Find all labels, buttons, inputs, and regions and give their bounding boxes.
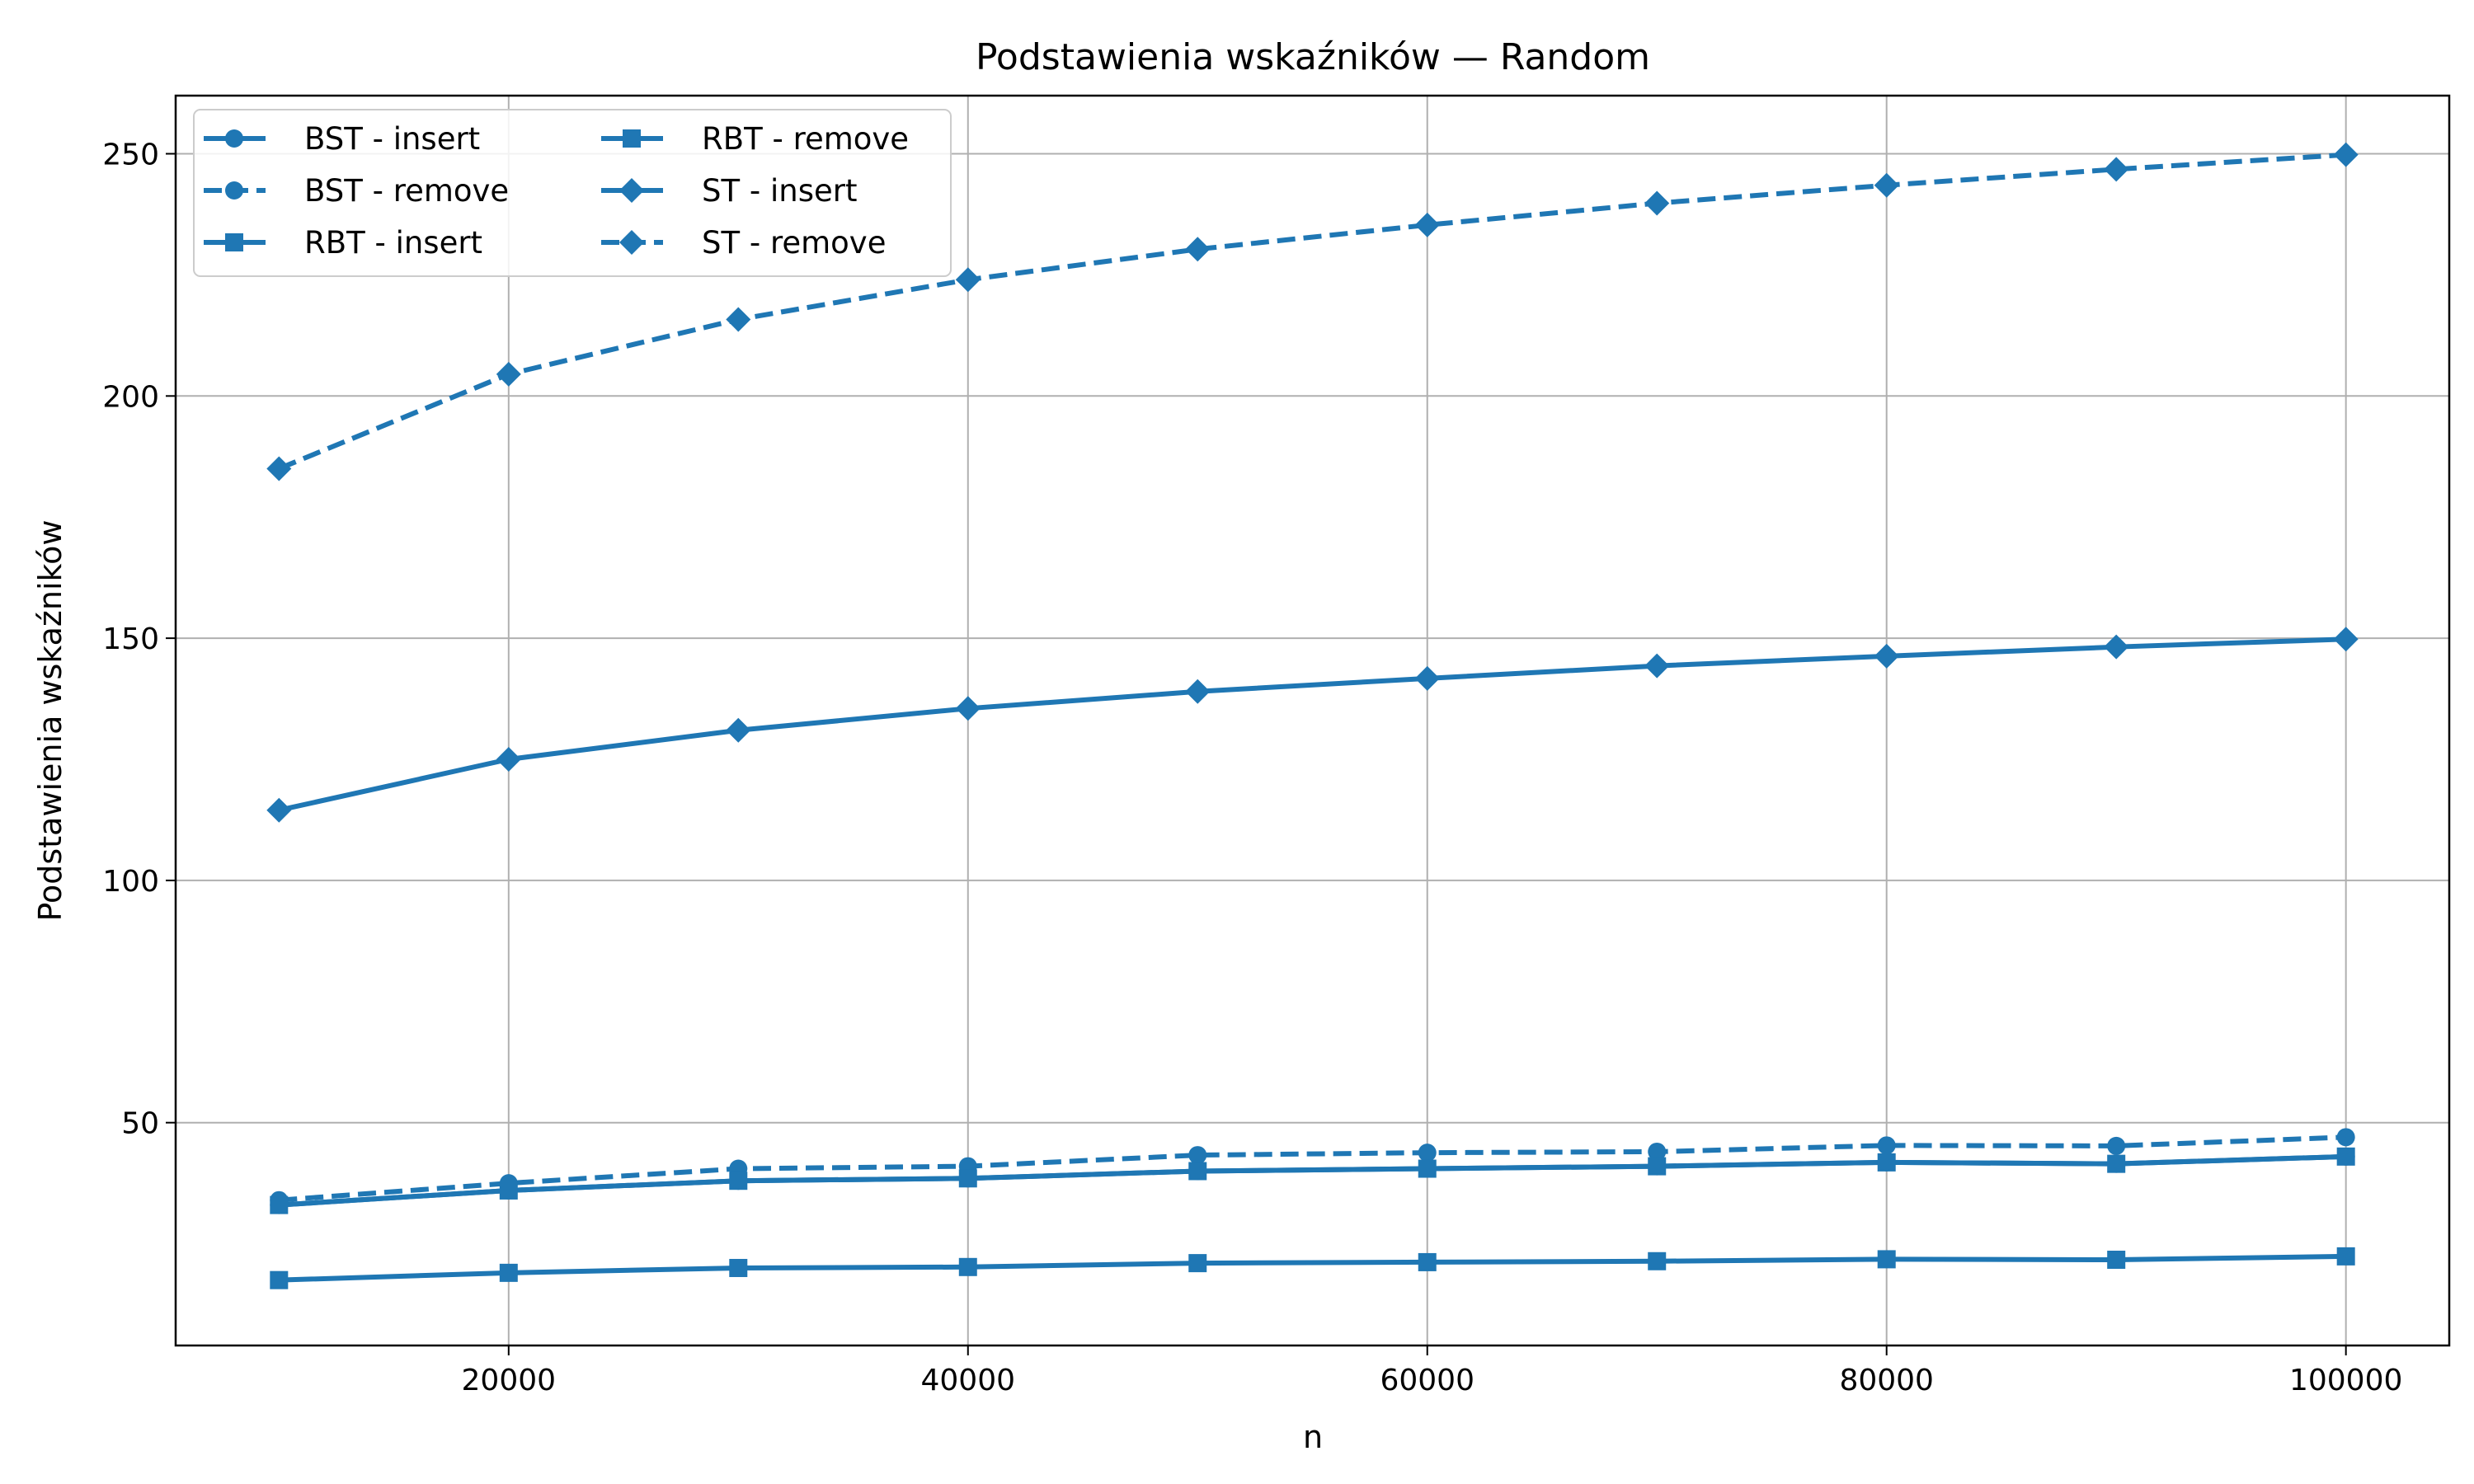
data-point (1185, 679, 1211, 704)
data-point (1418, 1252, 1437, 1271)
data-point (2336, 1147, 2355, 1166)
legend-marker (623, 129, 641, 148)
legend-marker (225, 181, 243, 200)
series-rbt-insert (270, 1147, 2355, 1214)
data-point (2333, 627, 2359, 652)
legend-item: RBT - remove (601, 121, 909, 157)
legend-label: ST - insert (702, 173, 857, 209)
data-point (1648, 1252, 1667, 1270)
legend-label: RBT - insert (304, 225, 482, 261)
series-st-remove (266, 142, 2359, 481)
data-point (2104, 634, 2129, 660)
data-point (270, 1195, 289, 1214)
legend-frame (193, 109, 952, 277)
x-tick-label: 100000 (2289, 1364, 2402, 1397)
legend-label: BST - remove (304, 173, 509, 209)
data-point (1644, 190, 1670, 216)
legend: BST - insert BST - remove RBT - insert RBT … (193, 109, 952, 277)
series-line (279, 1153, 2346, 1208)
data-point (2107, 1250, 2126, 1269)
data-point (955, 696, 981, 721)
data-point (1648, 1142, 1667, 1161)
data-point (958, 1257, 977, 1276)
data-point (1418, 1159, 1437, 1178)
data-point (729, 1258, 748, 1277)
legend-label: ST - remove (702, 225, 886, 261)
legend-item: ST - remove (601, 225, 886, 261)
data-point (2333, 142, 2359, 167)
data-point (1644, 653, 1670, 679)
legend-marker (619, 230, 644, 255)
data-point (1418, 1144, 1437, 1162)
x-tick-label: 20000 (462, 1364, 557, 1397)
data-point (1414, 665, 1440, 691)
legend-item: BST - remove (204, 173, 509, 209)
data-point (726, 717, 751, 743)
y-axis-label: Podstawienia wskaźników (32, 519, 68, 921)
data-point (2107, 1154, 2126, 1173)
data-point (955, 267, 981, 293)
x-tick-label: 40000 (921, 1364, 1016, 1397)
legend-item: RBT - insert (204, 225, 482, 261)
data-point (266, 456, 292, 481)
data-point (499, 1263, 518, 1282)
data-point (1188, 1162, 1207, 1181)
series-rbt-remove (270, 1247, 2355, 1289)
data-point (270, 1270, 289, 1289)
y-tick-label: 250 (102, 139, 159, 172)
data-point (1185, 237, 1211, 262)
data-point (1877, 1136, 1896, 1155)
series-line (279, 1134, 2346, 1203)
series-line (279, 1253, 2346, 1283)
series-layer (266, 142, 2359, 1289)
plot-frame (174, 94, 2451, 1347)
data-point (1188, 1254, 1207, 1273)
data-point (2336, 1128, 2355, 1147)
y-tick-label: 50 (121, 1107, 159, 1141)
legend-label: BST - insert (304, 121, 480, 157)
data-point (1874, 172, 1899, 198)
data-point (1874, 643, 1899, 669)
data-point (1648, 1157, 1667, 1176)
data-point (2336, 1247, 2355, 1266)
series-st-insert (266, 627, 2359, 823)
y-tick-label: 200 (102, 380, 159, 414)
data-point (2104, 157, 2129, 182)
data-point (1188, 1146, 1207, 1165)
x-axis-label: n (1303, 1419, 1323, 1455)
data-point (1877, 1153, 1896, 1172)
series-line (278, 636, 2346, 813)
data-point (2107, 1136, 2126, 1155)
series-line (278, 152, 2346, 472)
legend-item: ST - insert (601, 173, 857, 209)
x-tick-label: 80000 (1839, 1364, 1934, 1397)
y-tick-label: 150 (102, 622, 159, 656)
legend-marker (225, 129, 243, 148)
data-point (499, 1181, 518, 1200)
legend-label: RBT - remove (702, 121, 909, 157)
data-point (958, 1169, 977, 1188)
legend-marker (619, 178, 644, 203)
legend-marker (225, 233, 243, 251)
chart-title: Podstawienia wskaźników — Random (976, 36, 1650, 78)
axis-ticks: 20000 40000 60000 80000 100000 50 100 150 200 250 (102, 139, 2402, 1397)
data-point (729, 1172, 748, 1190)
data-point (726, 307, 751, 332)
data-point (1877, 1250, 1896, 1269)
y-tick-label: 100 (102, 865, 159, 899)
legend-item: BST - insert (204, 121, 480, 157)
data-point (496, 747, 521, 773)
data-point (496, 361, 521, 387)
x-tick-label: 60000 (1380, 1364, 1475, 1397)
data-point (1414, 212, 1440, 237)
data-point (266, 797, 292, 823)
